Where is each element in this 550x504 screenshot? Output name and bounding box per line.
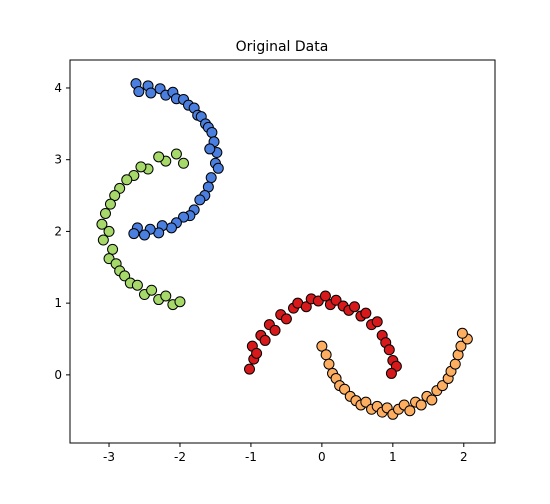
point xyxy=(146,284,158,296)
point xyxy=(165,222,177,234)
point xyxy=(339,383,351,395)
x-tick-label: 0 xyxy=(318,450,326,464)
point xyxy=(426,394,438,406)
x-tick-label: -1 xyxy=(245,450,257,464)
point xyxy=(456,327,468,339)
point xyxy=(170,148,182,160)
point xyxy=(160,290,172,302)
y-tick-label: 0 xyxy=(54,368,62,382)
y-tick-label: 3 xyxy=(54,153,62,167)
point xyxy=(145,87,157,99)
point xyxy=(349,301,361,313)
point xyxy=(383,344,395,356)
point xyxy=(449,358,461,370)
y-tick-label: 2 xyxy=(54,224,62,238)
point xyxy=(96,218,108,230)
point xyxy=(280,313,292,325)
point xyxy=(109,190,121,202)
y-tick-label: 1 xyxy=(54,296,62,310)
point xyxy=(259,334,271,346)
point xyxy=(128,228,140,240)
point xyxy=(205,172,217,184)
point xyxy=(204,143,216,155)
point xyxy=(319,290,331,302)
point xyxy=(436,380,448,392)
y-tick-label: 4 xyxy=(54,81,62,95)
point xyxy=(360,396,372,408)
x-tick-label: 1 xyxy=(389,450,397,464)
point xyxy=(138,229,150,241)
point xyxy=(371,316,383,328)
point xyxy=(178,157,190,169)
point xyxy=(415,399,427,411)
point xyxy=(174,296,186,308)
x-tick-label: -2 xyxy=(174,450,186,464)
point xyxy=(323,358,335,370)
point xyxy=(244,363,256,375)
point xyxy=(153,151,165,163)
point xyxy=(360,307,372,319)
point xyxy=(404,405,416,417)
plot-frame xyxy=(69,59,496,444)
point xyxy=(178,211,190,223)
point xyxy=(107,243,119,255)
point xyxy=(269,324,281,336)
x-tick-label: 2 xyxy=(460,450,468,464)
point xyxy=(320,349,332,361)
point xyxy=(103,225,115,237)
point xyxy=(194,194,206,206)
x-tick-label: -3 xyxy=(103,450,115,464)
chart-title: Original Data xyxy=(236,39,329,55)
point xyxy=(133,86,145,98)
point xyxy=(135,161,147,173)
point xyxy=(212,162,224,174)
point xyxy=(251,347,263,359)
point xyxy=(385,367,397,379)
point xyxy=(97,234,109,246)
point xyxy=(119,270,131,282)
point xyxy=(300,301,312,313)
point xyxy=(131,279,143,291)
point xyxy=(455,340,467,352)
point xyxy=(316,340,328,352)
point xyxy=(121,174,133,186)
point xyxy=(104,198,116,210)
point xyxy=(99,207,111,219)
point xyxy=(206,126,218,138)
point xyxy=(330,294,342,306)
